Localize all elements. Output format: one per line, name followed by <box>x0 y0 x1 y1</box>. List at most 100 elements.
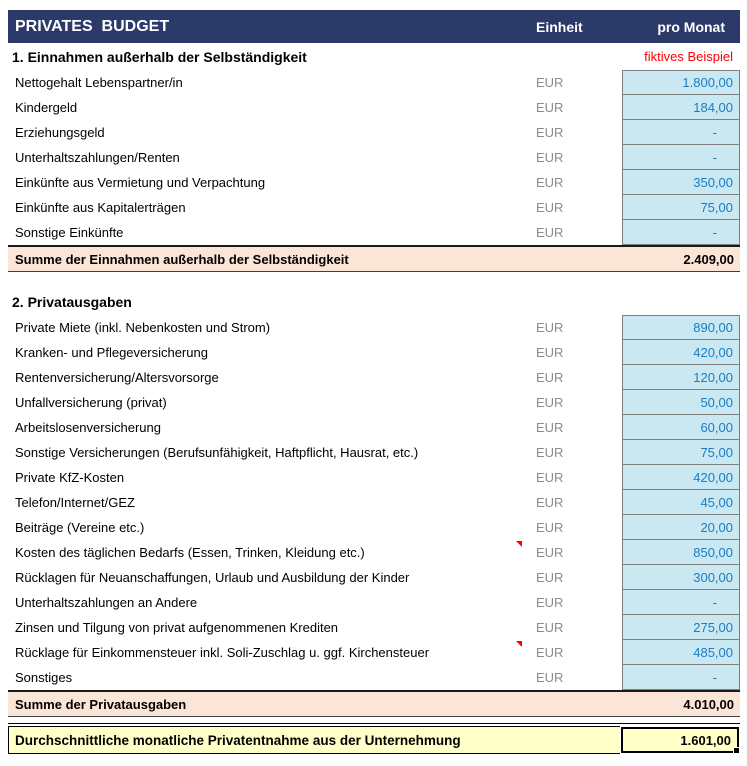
value-cell[interactable]: 50,00 <box>622 390 740 415</box>
budget-row: Rücklage für Einkommensteuer inkl. Soli-… <box>8 640 740 665</box>
row-label: Erziehungsgeld <box>15 125 105 140</box>
value-cell[interactable]: 75,00 <box>622 440 740 465</box>
value-cell[interactable]: 420,00 <box>622 340 740 365</box>
value-cell[interactable]: 485,00 <box>622 640 740 665</box>
expense-rows: Private Miete (inkl. Nebenkosten und Str… <box>8 315 740 690</box>
unit-cell: EUR <box>536 175 564 190</box>
budget-row: Sonstige Versicherungen (Berufsunfähigke… <box>8 440 740 465</box>
row-label: Rentenversicherung/Altersvorsorge <box>15 370 219 385</box>
budget-row: Telefon/Internet/GEZ EUR 45,00 <box>8 490 740 515</box>
row-label: Private KfZ-Kosten <box>15 470 125 485</box>
value-cell[interactable]: 20,00 <box>622 515 740 540</box>
budget-row: Einkünfte aus Kapitalerträgen EUR 75,00 <box>8 195 740 220</box>
budget-row: Unfallversicherung (privat) EUR 50,00 <box>8 390 740 415</box>
section-spacer <box>8 272 740 288</box>
budget-row: Kranken- und Pflegeversicherung EUR 420,00 <box>8 340 740 365</box>
result-row-outer: Durchschnittliche monatliche Privatentna… <box>8 723 740 754</box>
unit-cell: EUR <box>536 200 564 215</box>
unit-cell: EUR <box>536 520 564 535</box>
income-rows: Nettogehalt Lebenspartner/in EUR 1.800,00 K… <box>8 70 740 245</box>
value-cell[interactable]: - <box>622 120 740 145</box>
row-label: Kindergeld <box>15 100 78 115</box>
value-cell[interactable]: 1.800,00 <box>622 70 740 95</box>
value-cell[interactable]: 890,00 <box>622 315 740 340</box>
budget-row: Private Miete (inkl. Nebenkosten und Str… <box>8 315 740 340</box>
unit-cell: EUR <box>536 75 564 90</box>
value-cell[interactable]: 60,00 <box>622 415 740 440</box>
unit-cell: EUR <box>536 470 564 485</box>
unit-cell: EUR <box>536 645 564 660</box>
unit-cell: EUR <box>536 150 564 165</box>
row-label: Unfallversicherung (privat) <box>15 395 167 410</box>
unit-cell: EUR <box>536 100 564 115</box>
value-cell[interactable]: 184,00 <box>622 95 740 120</box>
budget-row: Private KfZ-Kosten EUR 420,00 <box>8 465 740 490</box>
value-cell[interactable]: 275,00 <box>622 615 740 640</box>
unit-cell: EUR <box>536 125 564 140</box>
unit-cell: EUR <box>536 320 564 335</box>
result-value-cell-selected[interactable]: 1.601,00 <box>621 727 740 754</box>
row-label: Nettogehalt Lebenspartner/in <box>15 75 183 90</box>
budget-row: Unterhaltszahlungen/Renten EUR - <box>8 145 740 170</box>
row-label: Sonstige Versicherungen (Berufsunfähigke… <box>15 445 419 460</box>
budget-row: Einkünfte aus Vermietung und Verpachtung… <box>8 170 740 195</box>
comment-indicator-icon <box>516 541 522 547</box>
budget-row: Erziehungsgeld EUR - <box>8 120 740 145</box>
row-label: Sonstiges <box>15 670 73 685</box>
budget-row: Kindergeld EUR 184,00 <box>8 95 740 120</box>
result-row: Durchschnittliche monatliche Privatentna… <box>8 726 740 754</box>
expenses-sum-value: 4.010,00 <box>683 696 734 712</box>
row-label: Einkünfte aus Vermietung und Verpachtung <box>15 175 266 190</box>
fill-handle[interactable] <box>733 747 740 754</box>
budget-row: Rücklagen für Neuanschaffungen, Urlaub u… <box>8 565 740 590</box>
value-cell[interactable]: - <box>622 145 740 170</box>
budget-row: Beiträge (Vereine etc.) EUR 20,00 <box>8 515 740 540</box>
row-label: Unterhaltszahlungen/Renten <box>15 150 180 165</box>
unit-cell: EUR <box>536 445 564 460</box>
row-label: Arbeitslosenversicherung <box>15 420 161 435</box>
income-sum-value: 2.409,00 <box>683 251 734 267</box>
expenses-sum-row: Summe der Privatausgaben 4.010,00 <box>8 690 740 717</box>
value-cell[interactable]: - <box>622 590 740 615</box>
budget-row: Nettogehalt Lebenspartner/in EUR 1.800,00 <box>8 70 740 95</box>
value-cell[interactable]: 420,00 <box>622 465 740 490</box>
value-cell[interactable]: 45,00 <box>622 490 740 515</box>
row-label: Unterhaltszahlungen an Andere <box>15 595 198 610</box>
unit-cell: EUR <box>536 420 564 435</box>
expenses-sum-label: Summe der Privatausgaben <box>15 696 187 712</box>
expenses-section-heading: 2. Privatausgaben <box>8 288 740 315</box>
row-label: Zinsen und Tilgung von privat aufgenomme… <box>15 620 339 635</box>
row-label: Rücklagen für Neuanschaffungen, Urlaub u… <box>15 570 410 585</box>
value-cell[interactable]: - <box>622 665 740 690</box>
budget-row: Unterhaltszahlungen an Andere EUR - <box>8 590 740 615</box>
page-title: PRIVATES BUDGET <box>15 17 170 35</box>
income-section-title: 1. Einnahmen außerhalb der Selbständigke… <box>12 48 307 65</box>
value-cell[interactable]: 350,00 <box>622 170 740 195</box>
unit-cell: EUR <box>536 595 564 610</box>
budget-row: Sonstiges EUR - <box>8 665 740 690</box>
fictitious-example-note: fiktives Beispiel <box>644 49 733 64</box>
value-cell[interactable]: - <box>622 220 740 245</box>
row-label: Sonstige Einkünfte <box>15 225 124 240</box>
comment-indicator-icon <box>516 641 522 647</box>
income-sum-label: Summe der Einnahmen außerhalb der Selbst… <box>15 251 349 267</box>
unit-cell: EUR <box>536 225 564 240</box>
unit-cell: EUR <box>536 345 564 360</box>
row-label: Telefon/Internet/GEZ <box>15 495 135 510</box>
income-sum-row: Summe der Einnahmen außerhalb der Selbst… <box>8 245 740 272</box>
value-cell[interactable]: 120,00 <box>622 365 740 390</box>
row-label: Einkünfte aus Kapitalerträgen <box>15 200 186 215</box>
value-cell[interactable]: 300,00 <box>622 565 740 590</box>
unit-cell: EUR <box>536 370 564 385</box>
budget-sheet: PRIVATES BUDGET Einheit pro Monat 1. Ein… <box>8 10 740 754</box>
row-label: Kosten des täglichen Bedarfs (Essen, Tri… <box>8 540 522 565</box>
column-header-per-month: pro Monat <box>657 18 725 35</box>
value-cell[interactable]: 75,00 <box>622 195 740 220</box>
unit-cell: EUR <box>536 570 564 585</box>
value-cell[interactable]: 850,00 <box>622 540 740 565</box>
budget-row: Kosten des täglichen Bedarfs (Essen, Tri… <box>8 540 740 565</box>
income-section-heading: 1. Einnahmen außerhalb der Selbständigke… <box>8 43 740 70</box>
column-header-unit: Einheit <box>536 18 583 35</box>
unit-cell: EUR <box>536 395 564 410</box>
table-header: PRIVATES BUDGET Einheit pro Monat <box>8 10 740 43</box>
